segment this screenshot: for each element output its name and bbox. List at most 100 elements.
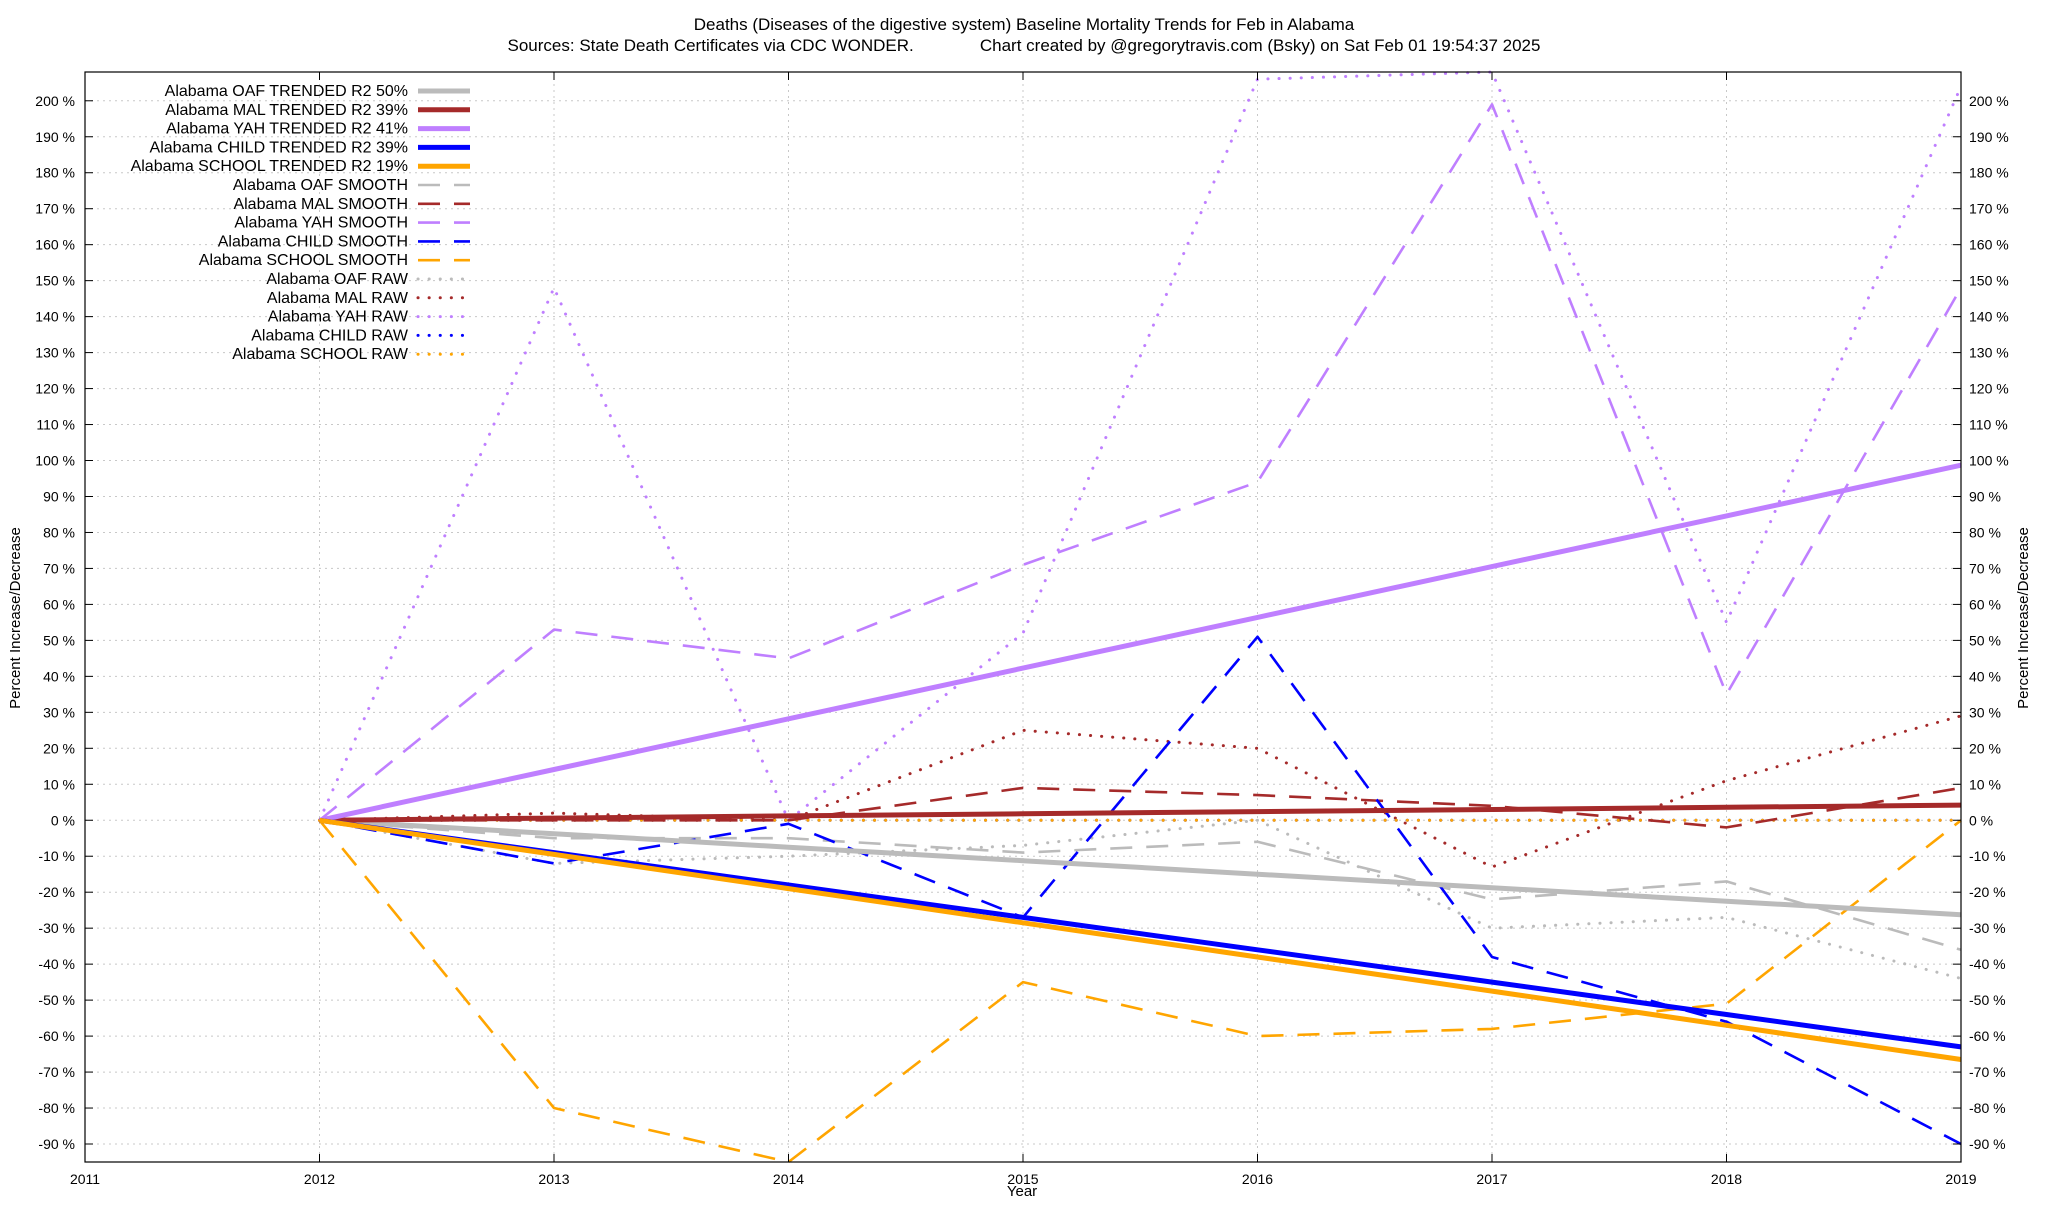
y-tick-label-left: 160 % <box>35 237 75 253</box>
series-line-9 <box>318 819 1962 1164</box>
x-tick-label: 2013 <box>538 1171 569 1187</box>
y-tick-label-right: 100 % <box>1969 453 2009 469</box>
legend-label-12: Alabama YAH RAW <box>268 309 409 326</box>
y-tick-label-right: 190 % <box>1969 129 2009 145</box>
y-tick-label-right: -70 % <box>1969 1064 2006 1080</box>
legend-label-7: Alabama YAH SMOOTH <box>234 215 408 232</box>
x-tick-label: 2016 <box>1242 1171 1273 1187</box>
x-axis-label: Year <box>1007 1183 1037 1200</box>
legend-label-10: Alabama OAF RAW <box>266 271 409 288</box>
y-axis-label-right: Percent Increase/Decrease <box>2015 527 2032 709</box>
legend-label-14: Alabama SCHOOL RAW <box>232 346 409 363</box>
series-line-11 <box>318 714 1963 869</box>
y-tick-label-right: -40 % <box>1969 956 2006 972</box>
y-tick-label-left: 120 % <box>35 381 75 397</box>
y-tick-label-left: 110 % <box>36 417 75 433</box>
series-line-8 <box>319 635 1962 1146</box>
x-tick-label: 2015 <box>1007 1171 1038 1187</box>
legend-label-13: Alabama CHILD RAW <box>251 327 409 344</box>
series-line-2 <box>318 462 1962 823</box>
y-tick-label-left: 180 % <box>35 165 75 181</box>
y-tick-label-left: 200 % <box>35 93 75 109</box>
y-tick-label-right: 180 % <box>1969 165 2009 181</box>
y-tick-label-left: -10 % <box>38 848 75 864</box>
series-line-6 <box>319 786 1962 829</box>
legend-label-11: Alabama MAL RAW <box>267 290 409 307</box>
y-tick-label-right: 110 % <box>1969 417 2008 433</box>
y-tick-label-right: 80 % <box>1969 524 2001 540</box>
legend-label-9: Alabama SCHOOL SMOOTH <box>199 252 408 269</box>
y-tick-label-left: 100 % <box>35 453 75 469</box>
y-tick-label-right: -20 % <box>1969 884 2006 900</box>
x-tick-label: 2018 <box>1711 1171 1742 1187</box>
y-tick-label-left: 80 % <box>43 524 75 540</box>
y-tick-label-right: 170 % <box>1969 201 2009 217</box>
y-tick-label-right: -10 % <box>1969 848 2006 864</box>
y-tick-label-right: 160 % <box>1969 237 2009 253</box>
y-tick-label-right: 140 % <box>1969 309 2009 325</box>
legend-label-8: Alabama CHILD SMOOTH <box>218 233 408 250</box>
legend: Alabama OAF TRENDED R2 50% Alabama MAL TR… <box>131 83 472 363</box>
legend-label-2: Alabama YAH TRENDED R2 41% <box>166 121 408 138</box>
y-tick-label-left: 30 % <box>43 704 75 720</box>
series-lines <box>318 70 1963 1164</box>
y-tick-label-right: 40 % <box>1969 668 2001 684</box>
y-tick-label-right: 150 % <box>1969 273 2009 289</box>
y-tick-label-left: 190 % <box>35 129 75 145</box>
y-tick-label-right: 200 % <box>1969 93 2009 109</box>
y-tick-label-left: 0 % <box>51 812 75 828</box>
y-tick-label-right: 90 % <box>1969 488 2001 504</box>
y-tick-label-left: 170 % <box>35 201 75 217</box>
legend-label-0: Alabama OAF TRENDED R2 50% <box>165 83 408 100</box>
series-line-0 <box>319 817 1962 918</box>
y-tick-label-right: 10 % <box>1969 776 2001 792</box>
x-tick-label: 2019 <box>1945 1171 1976 1187</box>
y-tick-label-left: -20 % <box>38 884 75 900</box>
series-line-7 <box>318 103 1963 822</box>
x-tick-label: 2017 <box>1476 1171 1507 1187</box>
y-tick-label-left: 20 % <box>43 740 75 756</box>
y-tick-label-right: 30 % <box>1969 704 2001 720</box>
y-tick-label-right: 50 % <box>1969 632 2001 648</box>
y-axis-label-left: Percent Increase/Decrease <box>7 527 24 709</box>
y-tick-label-right: 0 % <box>1969 812 1993 828</box>
series-line-4 <box>319 817 1962 1062</box>
legend-label-6: Alabama MAL SMOOTH <box>233 196 408 213</box>
y-tick-label-left: 130 % <box>35 345 75 361</box>
x-tick-label: 2014 <box>773 1171 804 1187</box>
legend-label-3: Alabama CHILD TRENDED R2 39% <box>150 139 408 156</box>
y-tick-label-left: -30 % <box>38 920 75 936</box>
y-tick-label-right: -90 % <box>1969 1136 2006 1152</box>
y-tick-label-left: -80 % <box>38 1100 75 1116</box>
y-tick-label-left: 90 % <box>43 488 75 504</box>
series-line-1 <box>319 802 1962 823</box>
y-tick-label-right: -80 % <box>1969 1100 2006 1116</box>
y-tick-label-right: 120 % <box>1969 381 2009 397</box>
y-tick-label-left: 40 % <box>43 668 75 684</box>
y-tick-label-left: -60 % <box>38 1028 75 1044</box>
y-tick-label-left: 60 % <box>43 596 75 612</box>
y-tick-label-right: 130 % <box>1969 345 2009 361</box>
y-tick-label-left: 70 % <box>43 560 75 576</box>
chart-subtitle: Sources: State Death Certificates via CD… <box>508 36 1541 55</box>
y-tick-label-left: -70 % <box>38 1064 75 1080</box>
y-tick-label-left: -90 % <box>38 1136 75 1152</box>
y-tick-label-right: -60 % <box>1969 1028 2006 1044</box>
y-tick-label-left: 140 % <box>35 309 75 325</box>
series-line-5 <box>319 819 1962 952</box>
y-tick-label-right: -50 % <box>1969 992 2006 1008</box>
y-tick-label-left: 50 % <box>43 632 75 648</box>
x-tick-label: 2012 <box>304 1171 335 1187</box>
y-tick-label-right: 60 % <box>1969 596 2001 612</box>
series-line-12 <box>318 70 1963 822</box>
chart-title: Deaths (Diseases of the digestive system… <box>694 15 1355 34</box>
y-tick-label-left: -40 % <box>38 956 75 972</box>
y-tick-label-right: 70 % <box>1969 560 2001 576</box>
y-tick-label-right: -30 % <box>1969 920 2006 936</box>
legend-label-5: Alabama OAF SMOOTH <box>233 177 408 194</box>
y-tick-label-right: 20 % <box>1969 740 2001 756</box>
y-tick-label-left: -50 % <box>38 992 75 1008</box>
x-tick-label: 2011 <box>70 1171 100 1187</box>
